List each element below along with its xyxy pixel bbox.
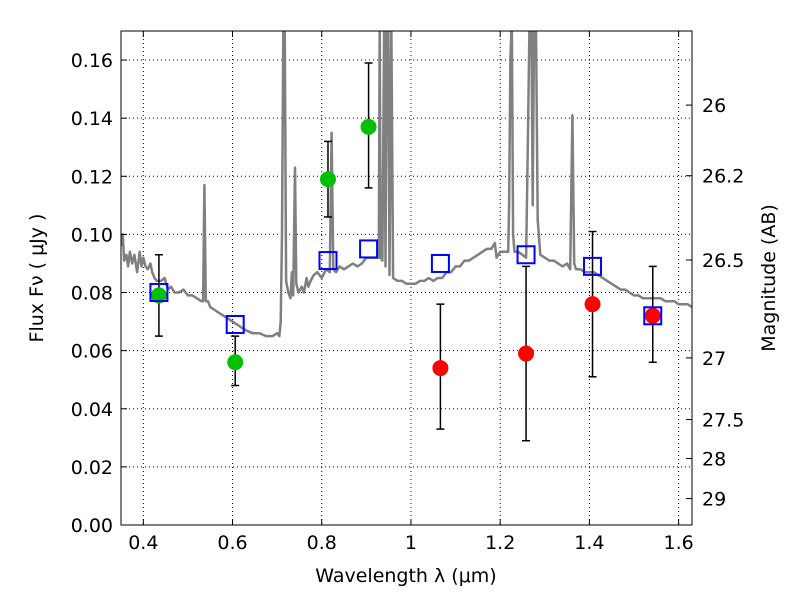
model-photometry-square: [359, 239, 379, 259]
magnitude-tick-label: 26: [702, 95, 726, 117]
red-data-point: [644, 307, 661, 324]
model-photometry-square: [583, 256, 603, 276]
model-photometry-square: [516, 245, 536, 265]
ticks: [121, 31, 692, 526]
green-data-point: [319, 171, 336, 188]
model-photometry-square: [149, 283, 169, 303]
y-tick-label: 0.14: [71, 108, 113, 130]
y-tick-label: 0.02: [71, 457, 113, 479]
y-tick-label: 0.04: [71, 399, 113, 421]
x-tick-label: 0.4: [128, 532, 158, 554]
y-tick-label: 0.00: [71, 515, 113, 537]
x-tick-label: 0.6: [217, 532, 247, 554]
green-data-point: [150, 287, 167, 304]
magnitude-tick-label: 26.5: [702, 250, 744, 272]
red-data-point: [432, 360, 449, 377]
y-tick-label: 0.10: [71, 224, 113, 246]
tick-labels: 0.4 0.6 0.8 1 1.2 1.4 1.6 0.00 0.02 0.04 0.06 0.08 0…: [71, 50, 745, 554]
error-bars: [154, 62, 657, 442]
magnitude-tick-label: 26.2: [702, 166, 744, 188]
green-data-point: [227, 354, 244, 371]
green-data-point: [360, 118, 377, 135]
red-data-point: [518, 345, 535, 362]
model-photometry-square: [225, 314, 245, 334]
y-tick-label: 0.16: [71, 50, 113, 72]
model-spectrum: [121, 31, 692, 338]
model-photometry-square: [643, 306, 663, 326]
x-tick-label: 1.6: [664, 532, 694, 554]
magnitude-tick-label: 27: [702, 348, 726, 370]
x-tick-label: 1: [405, 532, 417, 554]
y-tick-label: 0.08: [71, 283, 113, 305]
y-tick-label: 0.12: [71, 166, 113, 188]
plot-frame: [120, 30, 693, 526]
red-data-point: [584, 296, 601, 313]
magnitude-tick-label: 28: [702, 448, 726, 470]
magnitude-tick-label: 27.5: [702, 410, 744, 432]
x-tick-label: 1.4: [574, 532, 604, 554]
y-axis-label-right: Magnitude (AB): [758, 204, 780, 352]
model-photometry-square: [318, 251, 338, 271]
y-axis-label: Flux Fν ( μJy ): [26, 214, 48, 343]
magnitude-tick-label: 29: [702, 489, 726, 511]
x-axis-label: Wavelength λ (μm): [315, 565, 496, 587]
model-photometry-square: [430, 253, 450, 273]
model-spectrum-line: [121, 31, 692, 338]
y-tick-label: 0.06: [71, 341, 113, 363]
model-photometry: [149, 239, 663, 334]
x-tick-label: 0.8: [307, 532, 337, 554]
data-points: [150, 118, 661, 377]
x-tick-label: 1.2: [485, 532, 515, 554]
